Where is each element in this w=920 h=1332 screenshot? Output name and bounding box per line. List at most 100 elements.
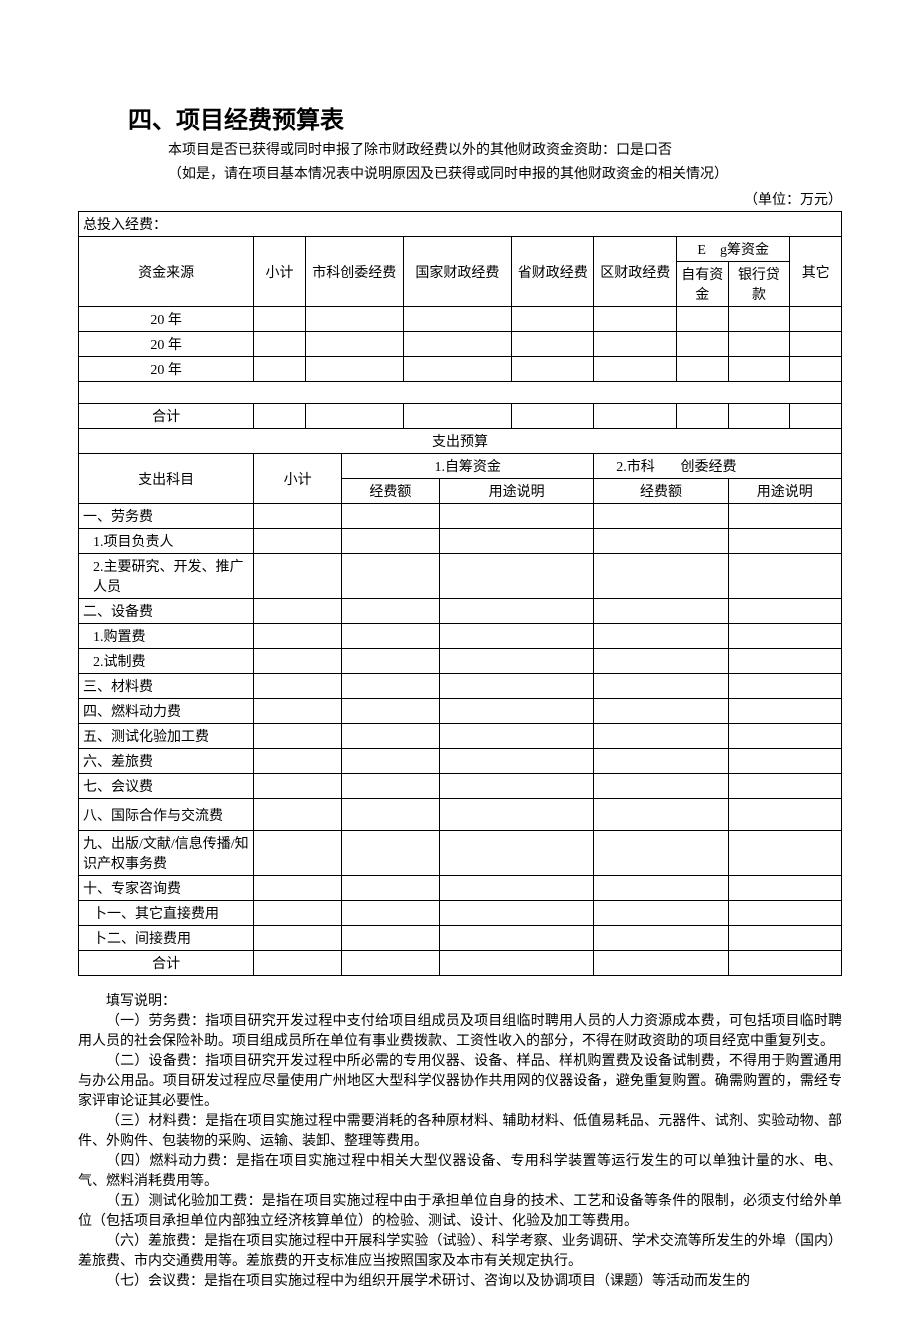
province-fund-header: 省财政经费 [512,237,594,307]
total-invest-label: 总投入经费： [79,212,842,237]
cell [676,332,728,357]
cell [676,307,728,332]
cell [594,599,728,624]
cell [594,926,728,951]
budget-table: 总投入经费： 资金来源 小计 市科创委经费 国家财政经费 省财政经费 区财政经费… [78,211,842,976]
subject-cell: 四、燃料动力费 [79,699,254,724]
cell [594,699,728,724]
cell [341,926,439,951]
cell [790,332,842,357]
cell [254,876,342,901]
cell [594,307,676,332]
city-fund-col-header-b: 创委经费 [676,454,841,479]
cell [439,699,594,724]
table-row: 2.主要研究、开发、推广人员 [79,554,842,599]
cell [254,307,306,332]
table-row: 五、测试化验加工费 [79,724,842,749]
year-label: 20 年 [79,307,254,332]
cell [341,774,439,799]
cell [790,307,842,332]
cell [512,332,594,357]
cell [254,831,342,876]
table-row: 九、出版/文献/信息传播/知识产权事务费 [79,831,842,876]
table-row: 一、劳务费 [79,504,842,529]
cell [594,504,728,529]
cell [439,749,594,774]
cell [341,529,439,554]
table-row: 1.项目负责人 [79,529,842,554]
subject-cell: 十、专家咨询费 [79,876,254,901]
subject-cell: 二、设备费 [79,599,254,624]
subject-cell: 2.试制费 [79,649,254,674]
cell [594,529,728,554]
cell [254,724,342,749]
cell [728,876,841,901]
table-row: 四、燃料动力费 [79,699,842,724]
cell [790,404,842,429]
subject-cell: 2.主要研究、开发、推广人员 [79,554,254,599]
cell [305,404,403,429]
cell [341,624,439,649]
cell [341,699,439,724]
cell [439,901,594,926]
cell [728,332,790,357]
cell [790,357,842,382]
intro-line-1: 本项目是否已获得或同时申报了除市财政经费以外的其他财政资金资助：口是口否 [168,141,842,161]
subject-cell: 七、会议费 [79,774,254,799]
subject-cell: 一、劳务费 [79,504,254,529]
cell [341,554,439,599]
cell [439,876,594,901]
table-row: 八、国际合作与交流费 [79,799,842,831]
cell [403,357,511,382]
cell [439,529,594,554]
cell [439,774,594,799]
table-row: 三、材料费 [79,674,842,699]
cell [341,649,439,674]
notes-title: 填写说明： [78,992,842,1012]
table-row: 二、设备费 [79,599,842,624]
source-header: 资金来源 [79,237,254,307]
cell [439,504,594,529]
amount-header-1: 经费额 [341,479,439,504]
intro-line-2: （如是，请在项目基本情况表中说明原因及已获得或同时申报的其他财政资金的相关情况） [168,165,842,185]
cell [728,504,841,529]
subject-cell: 1.购置费 [79,624,254,649]
cell [728,529,841,554]
cell [728,799,841,831]
cell [728,357,790,382]
cell [594,901,728,926]
table-row: 十、专家咨询费 [79,876,842,901]
cell [676,404,728,429]
self-raised-header: E g筹资金 [676,237,789,262]
cell [594,649,728,674]
expenditure-budget-header: 支出预算 [79,429,842,454]
cell [439,674,594,699]
cell [254,554,342,599]
total-row: 合计 [79,404,842,429]
cell [439,599,594,624]
cell [254,529,342,554]
cell [439,926,594,951]
notes-item: （六）差旅费：是指在项目实施过程中开展科学实验（试验）、科学考察、业务调研、学术… [78,1232,842,1272]
cell [594,749,728,774]
cell [403,332,511,357]
year-label: 20 年 [79,332,254,357]
cell [254,599,342,624]
cell [594,799,728,831]
cell [439,724,594,749]
cell [728,674,841,699]
city-fund-header: 市科创委经费 [305,237,403,307]
cell [594,357,676,382]
cell [254,749,342,774]
table-row: 2.试制费 [79,649,842,674]
cell [403,307,511,332]
city-fund-col-header-a: 2.市科 [594,454,676,479]
subject-cell: 六、差旅费 [79,749,254,774]
cell [341,724,439,749]
cell [254,649,342,674]
cell [728,926,841,951]
table-row: 七、会议费 [79,774,842,799]
cell [341,831,439,876]
total-row: 合计 [79,951,842,976]
cell [439,831,594,876]
